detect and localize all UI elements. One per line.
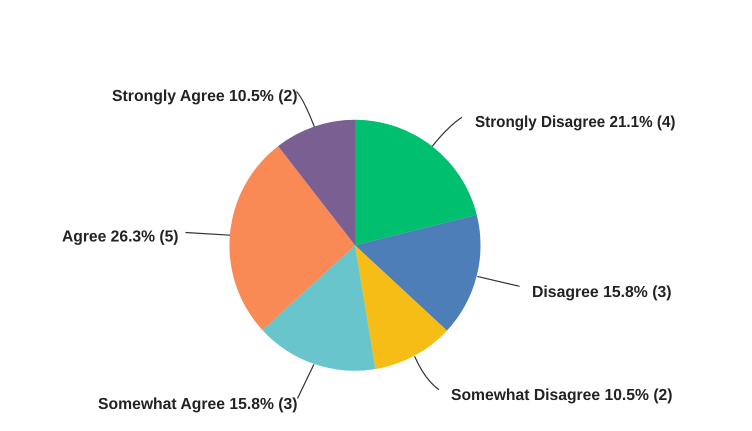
svg-text:Strongly Agree 10.5% (2): Strongly Agree 10.5% (2) xyxy=(112,88,298,105)
svg-text:Agree 26.3% (5): Agree 26.3% (5) xyxy=(62,229,179,246)
svg-text:Disagree 15.8% (3): Disagree 15.8% (3) xyxy=(532,284,672,301)
svg-text:Somewhat Disagree 10.5% (2): Somewhat Disagree 10.5% (2) xyxy=(451,387,673,404)
svg-text:Somewhat Agree 15.8% (3): Somewhat Agree 15.8% (3) xyxy=(98,396,298,413)
svg-text:Strongly Disagree 21.1% (4): Strongly Disagree 21.1% (4) xyxy=(475,114,676,131)
